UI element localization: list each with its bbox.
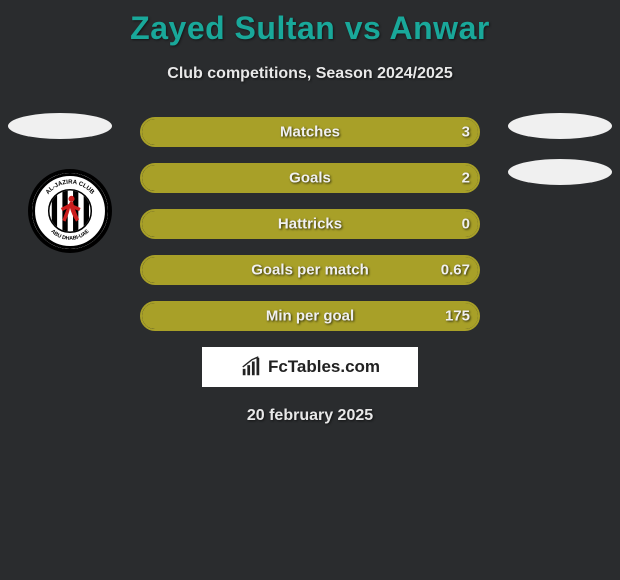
player-right-slot-2 (508, 159, 612, 185)
stat-left-value: 2 (462, 170, 470, 187)
club-badge-icon: AL-JAZIRA CLUB ABU DHABI-UAE (32, 173, 108, 249)
site-logo: FcTables.com (202, 347, 418, 387)
player-left-slot (8, 113, 112, 139)
stat-left-value: 3 (462, 124, 470, 141)
club-badge-al-jazira: AL-JAZIRA CLUB ABU DHABI-UAE (28, 169, 112, 253)
stat-label: Hattricks (278, 216, 342, 233)
chart-icon (240, 356, 262, 378)
stat-row-goals: Goals 2 (140, 163, 480, 193)
stat-label: Matches (280, 124, 340, 141)
site-logo-text: FcTables.com (268, 357, 380, 377)
stat-row-goals-per-match: Goals per match 0.67 (140, 255, 480, 285)
stat-row-hattricks: Hattricks 0 (140, 209, 480, 239)
stat-row-min-per-goal: Min per goal 175 (140, 301, 480, 331)
stat-left-value: 0.67 (441, 262, 470, 279)
stat-label: Goals (289, 170, 331, 187)
subtitle: Club competitions, Season 2024/2025 (0, 65, 620, 83)
page-title: Zayed Sultan vs Anwar (0, 0, 620, 47)
stat-left-value: 0 (462, 216, 470, 233)
comparison-panel: AL-JAZIRA CLUB ABU DHABI-UAE Matc (0, 117, 620, 425)
player-right-slot-1 (508, 113, 612, 139)
stat-label: Goals per match (251, 262, 369, 279)
date-label: 20 february 2025 (0, 407, 620, 425)
stat-bars: Matches 3 Goals 2 Hattricks 0 Goals per … (140, 117, 480, 331)
stat-label: Min per goal (266, 308, 354, 325)
stat-row-matches: Matches 3 (140, 117, 480, 147)
stat-left-value: 175 (445, 308, 470, 325)
